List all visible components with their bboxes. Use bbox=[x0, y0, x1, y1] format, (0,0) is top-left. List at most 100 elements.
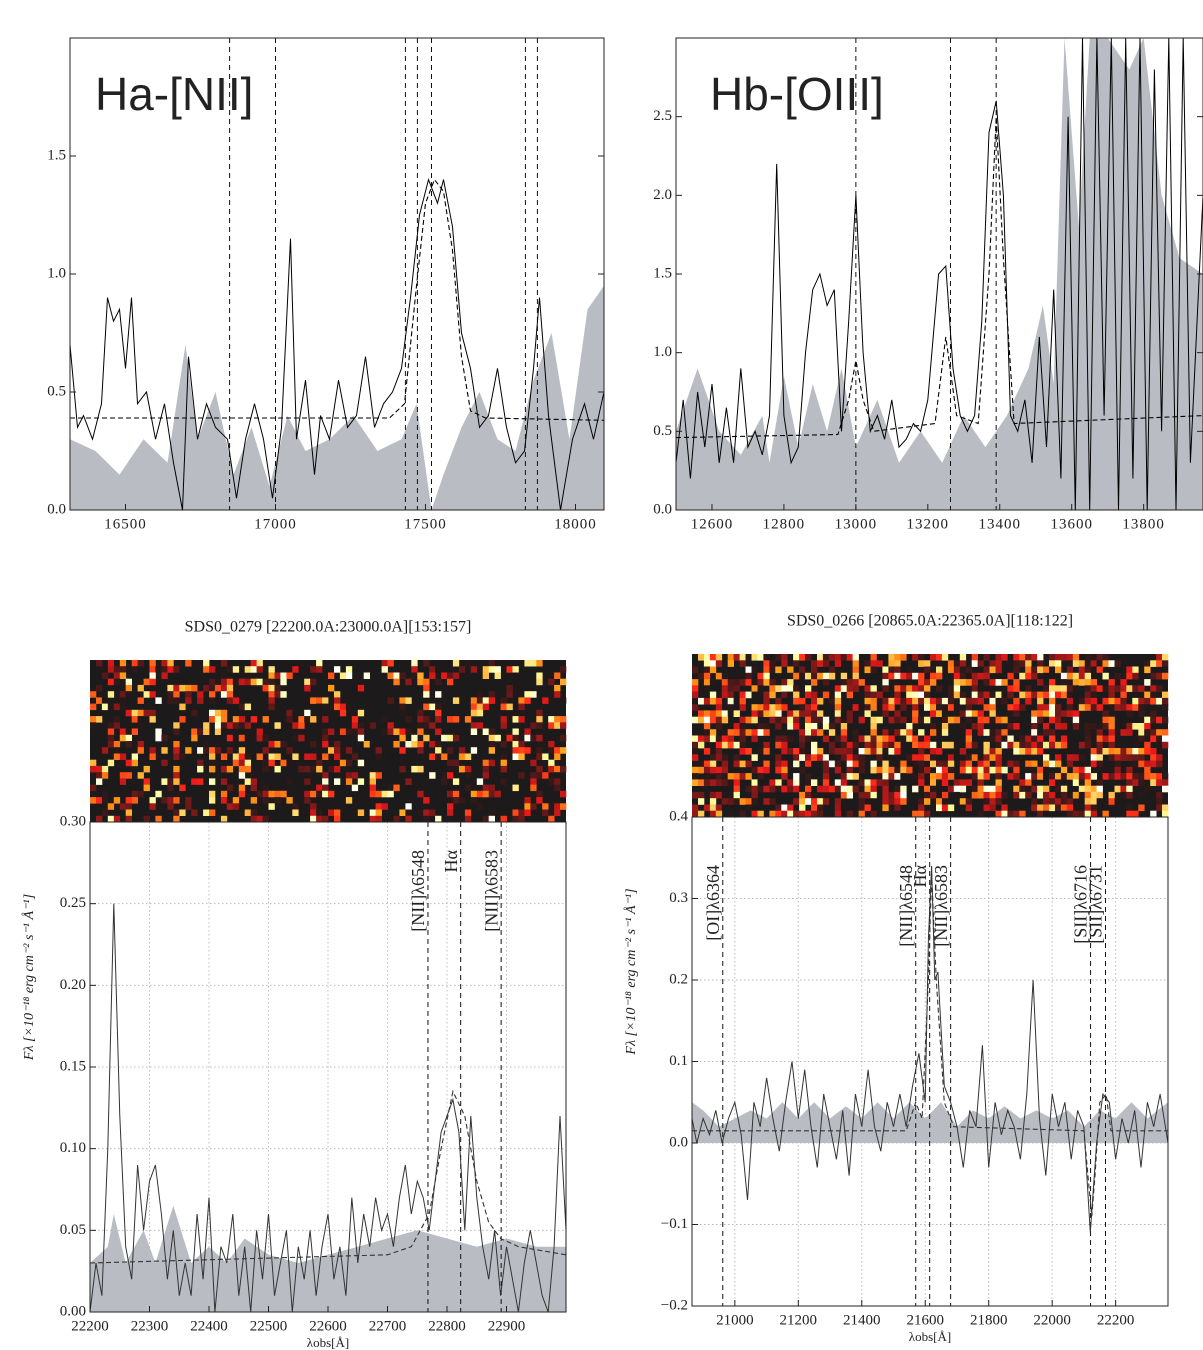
spectrum-image-pixel bbox=[1150, 810, 1157, 818]
spectrum-image-pixel bbox=[936, 798, 943, 805]
spectrum-image-pixel bbox=[1090, 691, 1097, 699]
spectrum-image-pixel bbox=[334, 747, 341, 754]
spectrum-image-pixel bbox=[107, 691, 115, 698]
spectrum-image-pixel bbox=[357, 790, 365, 798]
spectrum-image-pixel bbox=[817, 748, 824, 755]
spectrum-image-pixel bbox=[209, 709, 216, 717]
spectrum-image-pixel bbox=[882, 773, 889, 780]
spectrum-image-pixel bbox=[298, 660, 305, 667]
spectrum-image-pixel bbox=[220, 797, 228, 804]
spectrum-image-pixel bbox=[1084, 654, 1091, 661]
spectrum-image-pixel bbox=[822, 672, 830, 680]
spectrum-image-pixel bbox=[268, 678, 275, 686]
spectrum-image-pixel bbox=[924, 660, 931, 667]
spectrum-image-pixel bbox=[250, 784, 257, 792]
spectrum-image-pixel bbox=[941, 791, 949, 799]
spectrum-image-pixel bbox=[846, 741, 853, 749]
spectrum-image-pixel bbox=[793, 654, 800, 661]
spectrum-image-pixel bbox=[846, 810, 853, 818]
spectrum-image-pixel bbox=[328, 747, 335, 754]
spectrum-image-pixel bbox=[435, 678, 442, 686]
spectrum-image-pixel bbox=[870, 760, 877, 768]
spectrum-image-pixel bbox=[90, 703, 97, 711]
spectrum-image-pixel bbox=[781, 748, 788, 755]
spectrum-image-pixel bbox=[1126, 723, 1133, 730]
spectrum-image-pixel bbox=[870, 729, 877, 736]
spectrum-image-pixel bbox=[1132, 810, 1139, 818]
spectrum-image-pixel bbox=[1037, 741, 1044, 749]
spectrum-image-pixel bbox=[781, 679, 788, 686]
spectrum-image-pixel bbox=[125, 759, 132, 767]
spectrum-image-pixel bbox=[888, 729, 895, 736]
spectrum-image-pixel bbox=[173, 747, 180, 754]
spectrum-image-pixel bbox=[518, 697, 525, 704]
spectrum-image-pixel bbox=[345, 759, 353, 767]
spectrum-image-pixel bbox=[1096, 754, 1103, 761]
spectrum-image-pixel bbox=[930, 672, 937, 680]
spectrum-image-pixel bbox=[1120, 754, 1127, 761]
spectrum-image-pixel bbox=[429, 672, 436, 679]
spectrum-image-pixel bbox=[1019, 810, 1026, 818]
spectrum-image-pixel bbox=[864, 666, 871, 674]
spectrum-image-pixel bbox=[1102, 697, 1109, 705]
spectrum-image-pixel bbox=[864, 685, 871, 692]
spectrum-image-pixel bbox=[1078, 754, 1086, 761]
spectrum-image-pixel bbox=[214, 728, 222, 735]
spectrum-image-pixel bbox=[292, 809, 299, 816]
spectrum-image-pixel bbox=[959, 679, 967, 686]
spectrum-image-pixel bbox=[995, 697, 1002, 705]
spectrum-image-pixel bbox=[1084, 766, 1091, 774]
spectrum-image-pixel bbox=[1060, 798, 1068, 805]
spectrum-image-pixel bbox=[1156, 754, 1163, 761]
spectrum-image-pixel bbox=[191, 709, 198, 717]
spectrum-image-pixel bbox=[709, 660, 717, 667]
spectrum-image-pixel bbox=[1108, 773, 1115, 780]
spectrum-image-pixel bbox=[423, 684, 430, 692]
spectrum-image-pixel bbox=[727, 735, 734, 743]
spectrum-image-pixel bbox=[1084, 735, 1091, 743]
spectrum-image-pixel bbox=[769, 716, 776, 724]
spectrum-image-pixel bbox=[971, 710, 978, 717]
spectrum-image-pixel bbox=[918, 741, 925, 749]
spectrum-image-pixel bbox=[876, 779, 883, 786]
spectrum-image-pixel bbox=[399, 697, 406, 704]
spectrum-image-pixel bbox=[423, 809, 430, 816]
spectrum-image-pixel bbox=[965, 779, 972, 786]
spectrum-image-pixel bbox=[286, 759, 293, 767]
spectrum-image-pixel bbox=[876, 773, 883, 780]
spectrum-image-pixel bbox=[1072, 810, 1080, 818]
spectrum-image-pixel bbox=[1102, 710, 1109, 717]
spectrum-image-pixel bbox=[709, 729, 717, 736]
spectrum-image-pixel bbox=[1007, 710, 1014, 717]
spectrum-image-pixel bbox=[793, 810, 800, 818]
spectrum-image-pixel bbox=[1001, 697, 1008, 705]
spectrum-image-pixel bbox=[1162, 779, 1169, 786]
model-line bbox=[70, 178, 604, 421]
spectrum-image-pixel bbox=[322, 697, 329, 704]
spectrum-image-pixel bbox=[775, 760, 782, 768]
spectrum-image-pixel bbox=[811, 810, 818, 818]
spectrum-image-pixel bbox=[834, 748, 842, 755]
spectrum-image-pixel bbox=[864, 660, 871, 667]
y-tick-label: 0.4 bbox=[669, 808, 688, 824]
x-tick-label: 21000 bbox=[716, 1312, 754, 1328]
spectrum-image-pixel bbox=[429, 741, 436, 748]
spectrum-image-pixel bbox=[888, 748, 895, 755]
spectrum-image-pixel bbox=[387, 728, 394, 735]
x-tick-label: 22200 bbox=[1097, 1312, 1135, 1328]
y-tick-label: 0.5 bbox=[47, 383, 66, 399]
spectrum-image-pixel bbox=[1060, 791, 1068, 799]
spectrum-image-pixel bbox=[941, 697, 949, 705]
spectrum-image-pixel bbox=[530, 722, 537, 729]
spectrum-image-pixel bbox=[799, 791, 806, 799]
spectrum-image-pixel bbox=[1043, 666, 1050, 674]
spectrum-image-pixel bbox=[173, 684, 180, 692]
spectrum-image-pixel bbox=[894, 691, 901, 699]
spectrum-image-pixel bbox=[1120, 697, 1127, 705]
spectrum-image-pixel bbox=[1150, 748, 1157, 755]
spectrum-image-pixel bbox=[846, 754, 853, 761]
spectrum-image-pixel bbox=[512, 784, 519, 792]
spectrum-image-pixel bbox=[1019, 779, 1026, 786]
spectrum-image-pixel bbox=[119, 772, 127, 779]
spectrum-image-pixel bbox=[953, 660, 961, 667]
